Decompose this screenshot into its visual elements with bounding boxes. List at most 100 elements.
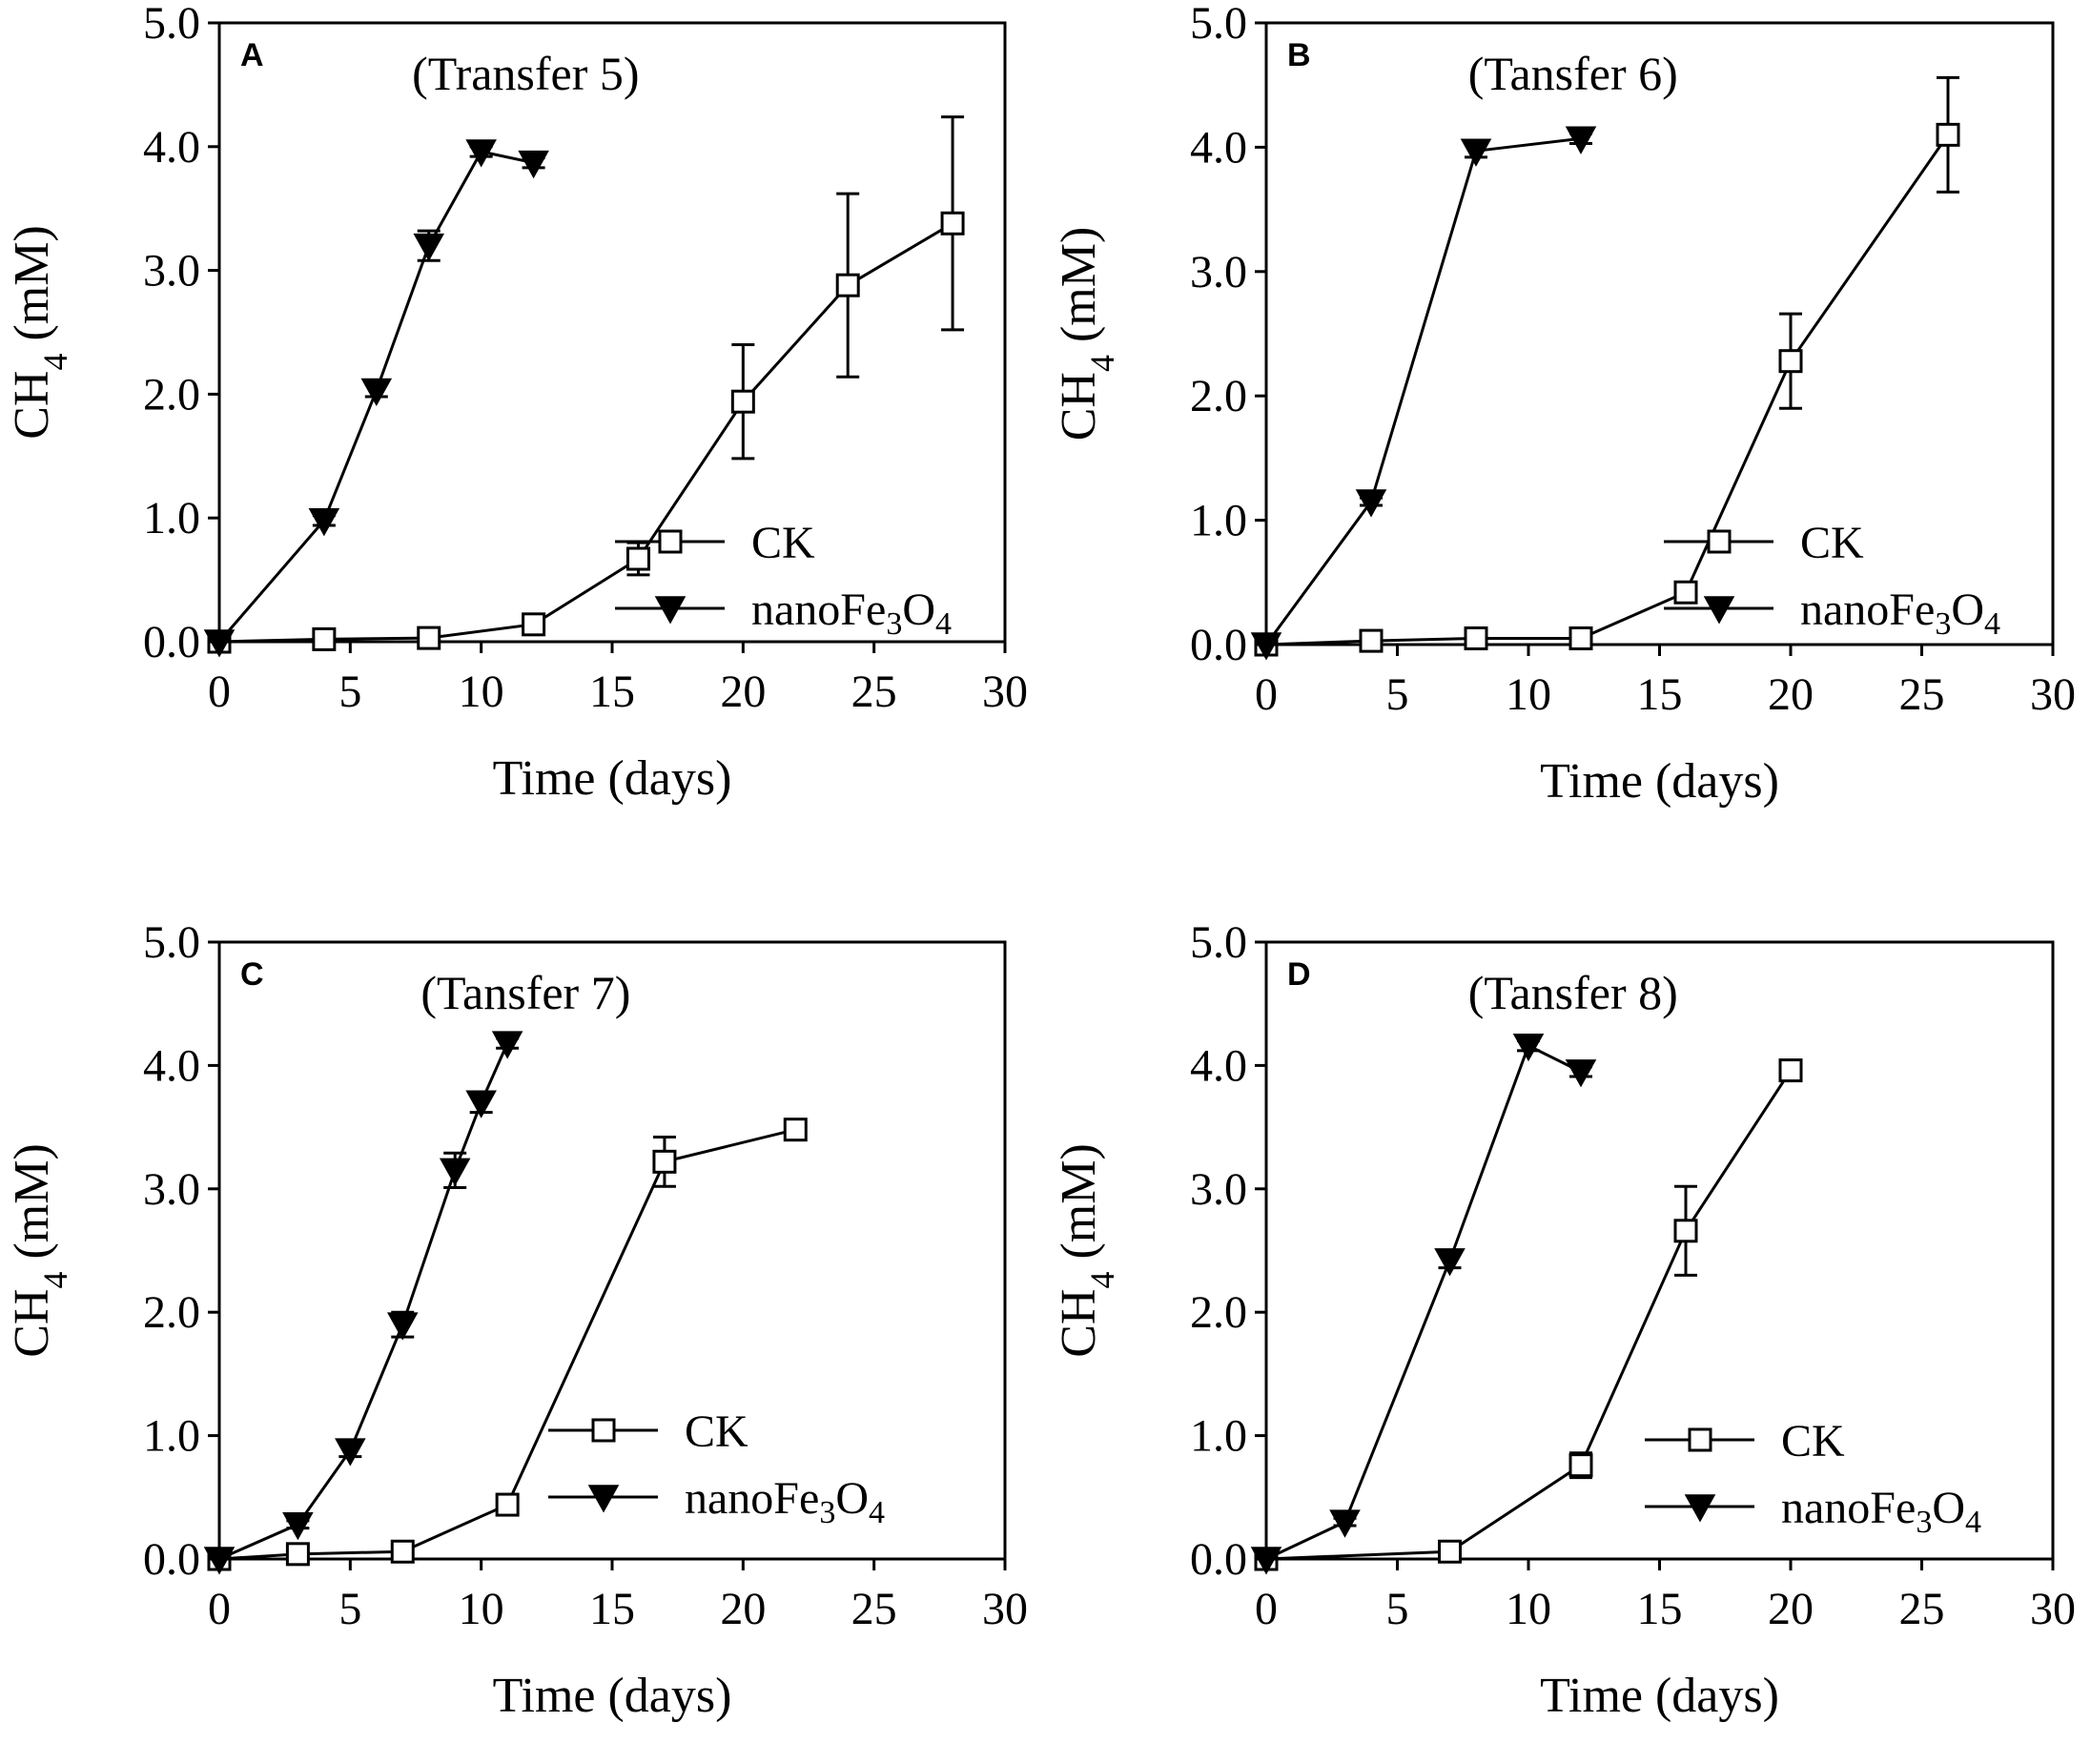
x-tick-label: 0 xyxy=(1255,1584,1278,1634)
y-tick-label: 5.0 xyxy=(143,0,200,49)
y-axis-title-suffix: (mM) xyxy=(1052,227,1106,355)
plot-frame xyxy=(217,21,1007,644)
legend-nano-sub2: 4 xyxy=(869,1495,885,1530)
y-axis-title: CH4 (mM) xyxy=(1052,227,1121,441)
data-point-ck xyxy=(652,1149,677,1174)
plot-frame xyxy=(1264,21,2055,646)
data-point-ck xyxy=(940,211,965,236)
legend-nano-sub1: 3 xyxy=(1935,606,1951,642)
x-axis-title: Time (days) xyxy=(493,751,732,806)
data-point-nanofe3o4 xyxy=(465,139,497,168)
x-tick-label: 5 xyxy=(338,1584,361,1634)
series-nanofe3o4 xyxy=(203,139,549,658)
series-line xyxy=(217,150,534,643)
y-axis-title: CH4 (mM) xyxy=(5,225,74,440)
y-axis-title-suffix: (mM) xyxy=(5,225,59,353)
y-tick-label: 2.0 xyxy=(143,1287,200,1338)
data-point-ck xyxy=(783,1118,808,1142)
series-line xyxy=(1264,136,1582,646)
legend-marker-nanofe3o4 xyxy=(1703,596,1735,625)
legend-nano-sub1: 3 xyxy=(886,606,902,642)
data-point-ck xyxy=(1673,1219,1698,1243)
x-tick-label: 10 xyxy=(1506,1584,1551,1634)
data-point-nanofe3o4 xyxy=(439,1158,471,1186)
y-tick-label: 5.0 xyxy=(1190,0,1247,49)
legend-nano-prefix: nanoFe xyxy=(685,1473,819,1524)
panel-letter: B xyxy=(1287,37,1311,73)
legend-label-nanofe3o4: nanoFe3O4 xyxy=(685,1473,885,1530)
panel-letter: A xyxy=(240,37,264,73)
chart-subtitle: (Tansfer 7) xyxy=(420,966,630,1019)
x-axis-title: Time (days) xyxy=(1540,754,1779,809)
data-point-nanofe3o4 xyxy=(335,1438,366,1467)
data-point-nanofe3o4 xyxy=(1434,1248,1466,1277)
data-point-ck xyxy=(1568,626,1593,650)
y-tick-label: 3.0 xyxy=(143,246,200,297)
series-ck xyxy=(1254,1058,1803,1571)
x-tick-label: 10 xyxy=(459,1584,504,1634)
data-point-ck xyxy=(522,612,546,637)
chart-subtitle: (Tansfer 8) xyxy=(1468,966,1678,1019)
plot-frame xyxy=(1264,940,2055,1561)
y-axis-title-prefix: CH xyxy=(1052,372,1106,441)
y-tick-label: 4.0 xyxy=(143,122,200,173)
y-axis-title-prefix: CH xyxy=(5,371,59,440)
y-tick-label: 2.0 xyxy=(1190,1287,1247,1338)
data-point-ck xyxy=(625,546,650,571)
data-point-ck xyxy=(1778,1058,1803,1083)
chart-panel-a: 0 5 10 15 20 25 30 0.0 1.0 2.0 3.0 4.0 5.0 Time (days… xyxy=(5,0,1028,806)
x-tick-label: 30 xyxy=(982,1584,1028,1634)
data-point-ck xyxy=(1359,628,1384,653)
data-point-ck xyxy=(1936,122,1960,147)
data-point-nanofe3o4 xyxy=(1565,126,1597,154)
x-tick-label: 25 xyxy=(1899,1584,1945,1634)
series-line xyxy=(1265,1069,1793,1561)
legend-nano-prefix: nanoFe xyxy=(1800,585,1935,635)
chart-panel-c: 0 5 10 15 20 25 30 0.0 1.0 2.0 3.0 4.0 5.0 Time (days… xyxy=(5,917,1028,1723)
data-point-nanofe3o4 xyxy=(360,378,393,407)
y-tick-label: 1.0 xyxy=(1190,496,1247,546)
y-axis-title-prefix: CH xyxy=(5,1289,59,1358)
legend-nano-mid: O xyxy=(1932,1483,1965,1533)
x-tick-label: 25 xyxy=(851,667,897,717)
data-point-ck xyxy=(495,1492,520,1517)
data-point-nanofe3o4 xyxy=(413,233,445,262)
data-point-nanofe3o4 xyxy=(518,150,549,179)
series-ck xyxy=(1254,75,1960,657)
series-line xyxy=(1265,1043,1582,1561)
series-nanofe3o4 xyxy=(203,1031,523,1575)
series-line xyxy=(218,221,953,644)
x-tick-label: 20 xyxy=(1768,669,1814,720)
y-axis-title-suffix: (mM) xyxy=(1052,1143,1106,1271)
y-tick-label: 1.0 xyxy=(1190,1411,1247,1462)
data-point-nanofe3o4 xyxy=(465,1090,497,1118)
y-axis-title-sub: 4 xyxy=(36,1272,74,1289)
legend-nano-mid: O xyxy=(835,1473,869,1524)
y-tick-label: 4.0 xyxy=(1190,1040,1247,1091)
x-tick-label: 5 xyxy=(1386,1584,1409,1634)
series-line xyxy=(218,1128,796,1561)
chart-subtitle: (Tansfer 6) xyxy=(1468,47,1678,100)
y-axis-title-sub: 4 xyxy=(1083,1272,1121,1289)
legend-marker-nanofe3o4 xyxy=(587,1485,620,1513)
legend-nano-prefix: nanoFe xyxy=(1781,1483,1916,1533)
legend-nano-sub1: 3 xyxy=(819,1495,835,1530)
data-point-ck xyxy=(1568,1453,1593,1478)
y-tick-label: 0.0 xyxy=(1190,620,1247,670)
legend-marker-ck xyxy=(591,1418,616,1443)
legend-nano-prefix: nanoFe xyxy=(751,585,886,635)
y-axis-title-suffix: (mM) xyxy=(5,1143,59,1271)
x-tick-label: 10 xyxy=(459,667,504,717)
x-tick-label: 30 xyxy=(982,667,1028,717)
data-point-ck xyxy=(1778,349,1803,374)
x-tick-label: 25 xyxy=(1899,669,1945,720)
x-axis-title: Time (days) xyxy=(1540,1669,1779,1723)
data-point-ck xyxy=(285,1542,310,1567)
legend: CK nanoFe3O4 xyxy=(548,1406,885,1530)
data-point-nanofe3o4 xyxy=(386,1312,419,1341)
legend: CK nanoFe3O4 xyxy=(1645,1416,1981,1540)
legend: CK nanoFe3O4 xyxy=(615,518,952,642)
x-axis-title: Time (days) xyxy=(493,1669,732,1723)
legend: CK nanoFe3O4 xyxy=(1664,518,2000,642)
